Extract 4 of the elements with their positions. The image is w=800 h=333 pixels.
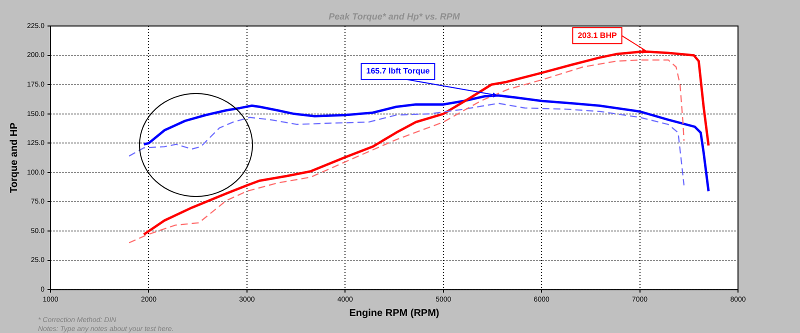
annotation: 165.7 lbft Torque bbox=[366, 66, 430, 76]
annotation: 203.1 BHP bbox=[578, 30, 618, 40]
y-axis-title: Torque and HP bbox=[8, 122, 20, 193]
x-axis-title: Engine RPM (RPM) bbox=[349, 308, 440, 319]
